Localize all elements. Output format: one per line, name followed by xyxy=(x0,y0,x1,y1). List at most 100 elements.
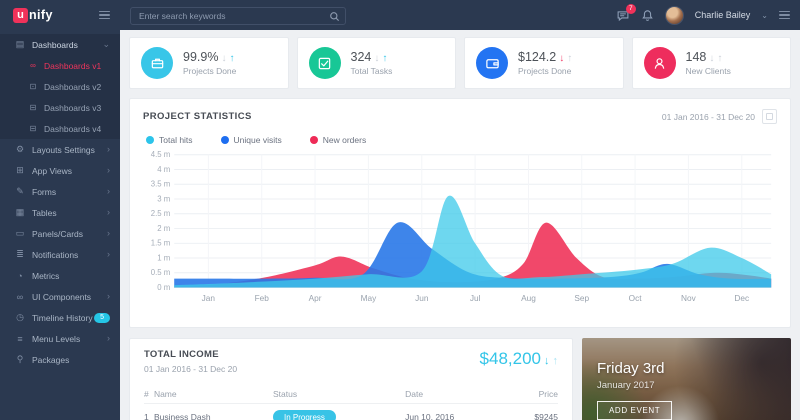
chart-date-range[interactable]: 01 Jan 2016 - 31 Dec 20 xyxy=(661,111,755,122)
total-income-panel: TOTAL INCOME 01 Jan 2016 - 31 Dec 20 $48… xyxy=(129,338,573,420)
svg-text:2.5 m: 2.5 m xyxy=(151,209,170,218)
table-header-price: Price xyxy=(538,389,558,399)
event-day: Friday 3rd xyxy=(597,360,665,377)
svg-text:Jul: Jul xyxy=(470,293,481,303)
income-table: # Name Status Date Price 1 Business Dash In Pr… xyxy=(144,385,558,420)
event-month: January 2017 xyxy=(597,380,655,391)
sidebar-item-timeline-history[interactable]: ◷ Timeline History 5 xyxy=(0,307,120,328)
down-arrow-icon: ↓ xyxy=(709,53,715,64)
menu-icon: ≡ xyxy=(17,333,23,344)
clock-icon: ◔ xyxy=(17,270,23,281)
sidebar-item-app-views[interactable]: ⊞ App Views › xyxy=(0,160,120,181)
user-icon xyxy=(643,47,676,79)
sidebar-item-tables[interactable]: ▦ Tables › xyxy=(0,202,120,223)
sidebar-item-ui-components[interactable]: ∞ UI Components › xyxy=(0,286,120,307)
project-statistics-panel: PROJECT STATISTICS 01 Jan 2016 - 31 Dec … xyxy=(129,98,791,328)
table-header-name: Name xyxy=(153,389,177,399)
income-date-range[interactable]: 01 Jan 2016 - 31 Dec 20 xyxy=(144,364,238,374)
svg-text:1 m: 1 m xyxy=(157,253,170,262)
sidebar-subitem-label: Dashboards v2 xyxy=(44,81,102,92)
add-event-button[interactable]: ADD EVENT xyxy=(597,401,673,420)
svg-text:0.5 m: 0.5 m xyxy=(151,268,170,277)
sidebar-item-layouts-settings[interactable]: ⚙ Layouts Settings › xyxy=(0,139,120,160)
user-menu-chevron-icon[interactable]: ⌄ xyxy=(761,10,768,20)
sidebar-item-dashboards-v4[interactable]: ⊟ Dashboards v4 xyxy=(0,118,120,139)
sidebar-item-dashboards-v2[interactable]: ⊡ Dashboards v2 xyxy=(0,76,120,97)
sidebar-item-label: Menu Levels xyxy=(32,333,81,344)
legend-item-new-orders[interactable]: New orders xyxy=(309,135,366,145)
svg-text:Oct: Oct xyxy=(629,293,643,303)
up-arrow-icon: ↑ xyxy=(382,53,388,64)
search-icon[interactable] xyxy=(329,9,340,27)
gear-icon: ⚙ xyxy=(15,144,25,154)
table-header-status: Status xyxy=(273,389,298,399)
table-header-: # xyxy=(144,389,149,399)
print-icon: ⊟ xyxy=(29,103,37,112)
search-input[interactable] xyxy=(130,7,346,25)
stat-label: Total Tasks xyxy=(350,66,393,76)
top-bar-actions: 7 Charlie Bailey ⌄ xyxy=(616,3,790,25)
sidebar-toggle-icon[interactable] xyxy=(99,10,110,20)
logo[interactable]: u nify xyxy=(13,7,53,23)
svg-text:4.5 m: 4.5 m xyxy=(151,150,170,159)
sidebar-subitem-label: Dashboards v3 xyxy=(44,102,102,113)
sidebar-item-label: Notifications xyxy=(32,249,79,260)
chart-area: 0 m 0.5 m 1 m 1.5 m 2 m 2.5 m 3 m 3.5 m 4 m 4.5 m… xyxy=(143,145,777,309)
stat-card-projects-done: $124.2 ↓ ↑ Projects Done xyxy=(464,37,624,89)
sidebar-item-label: Tables xyxy=(32,207,57,218)
stat-label: Projects Done xyxy=(183,66,237,76)
user-name[interactable]: Charlie Bailey xyxy=(694,10,751,20)
sidebar-item-panels-cards[interactable]: ▭ Panels/Cards › xyxy=(0,223,120,244)
sidebar-item-dashboards-v3[interactable]: ⊟ Dashboards v3 xyxy=(0,97,120,118)
notifications-bell-icon[interactable] xyxy=(641,9,654,22)
up-arrow-icon: ↑ xyxy=(567,53,573,64)
top-bar: 7 Charlie Bailey ⌄ xyxy=(120,0,800,30)
up-arrow-icon: ↑ xyxy=(717,53,723,64)
sidebar-item-forms[interactable]: ✎ Forms › xyxy=(0,181,120,202)
infinity-icon: ∞ xyxy=(16,291,24,302)
svg-text:2 m: 2 m xyxy=(157,224,170,233)
windows-icon: ⊞ xyxy=(16,165,24,175)
chart-card-header: PROJECT STATISTICS 01 Jan 2016 - 31 Dec … xyxy=(143,109,777,124)
wallet-icon xyxy=(476,47,508,79)
project-statistics-chart: 0 m 0.5 m 1 m 1.5 m 2 m 2.5 m 3 m 3.5 m 4 m 4.5 m… xyxy=(151,150,772,303)
chart-header-right: 01 Jan 2016 - 31 Dec 20 xyxy=(662,109,777,124)
sidebar-item-notifications[interactable]: ≣ Notifications › xyxy=(0,244,120,265)
svg-text:Sep: Sep xyxy=(574,293,589,303)
messages-icon[interactable]: 7 xyxy=(616,3,636,22)
income-title: TOTAL INCOME xyxy=(144,349,219,360)
cell-price: $9245 xyxy=(508,403,558,420)
stat-value: 324 ↓ ↑ xyxy=(351,50,393,64)
stat-value: $124.2 ↓ ↑ xyxy=(518,50,572,64)
sidebar-item-metrics[interactable]: ◔ Metrics xyxy=(0,265,120,286)
chevron-right-icon: › xyxy=(107,144,110,154)
table-row[interactable]: 1 Business Dash In Progress Jun 10, 2016 $92… xyxy=(144,403,558,420)
logo-row: u nify xyxy=(0,0,120,30)
down-arrow-icon: ↓ xyxy=(374,53,380,64)
legend-item-unique-visits[interactable]: Unique visits xyxy=(220,135,282,145)
datepicker-icon[interactable] xyxy=(762,109,777,124)
topbar-menu-icon[interactable] xyxy=(779,10,790,20)
chevron-down-icon: ⌄ xyxy=(102,39,110,49)
user-avatar[interactable] xyxy=(664,5,684,25)
sidebar-item-label: Panels/Cards xyxy=(32,228,84,239)
monitor-icon: ⊡ xyxy=(29,82,37,91)
bottom-row: TOTAL INCOME 01 Jan 2016 - 31 Dec 20 $48… xyxy=(129,338,791,420)
check-icon xyxy=(308,47,341,79)
sidebar-item-label: Dashboards xyxy=(32,39,78,50)
sidebar-item-menu-levels[interactable]: ≡ Menu Levels › xyxy=(0,328,120,349)
pencil-icon: ✎ xyxy=(16,186,24,196)
legend-item-total-hits[interactable]: Total hits xyxy=(146,135,193,145)
status-badge: In Progress xyxy=(273,410,336,420)
sidebar-item-dashboards-v1[interactable]: ∞ Dashboards v1 xyxy=(0,55,120,76)
print-icon: ⊟ xyxy=(29,124,37,133)
sidebar-subitem-label: Dashboards v4 xyxy=(44,123,102,134)
stat-value: 148 ↓ ↑ xyxy=(686,50,731,64)
sidebar-item-dashboards[interactable]: ▤ Dashboards ⌄ xyxy=(0,34,120,55)
cell-date: Jun 10, 2016 xyxy=(405,403,509,420)
list-icon: ≣ xyxy=(16,249,24,259)
sidebar-item-packages[interactable]: ⚲ Packages xyxy=(0,349,120,370)
panel-icon: ▭ xyxy=(15,228,25,238)
chevron-right-icon: › xyxy=(107,207,110,217)
